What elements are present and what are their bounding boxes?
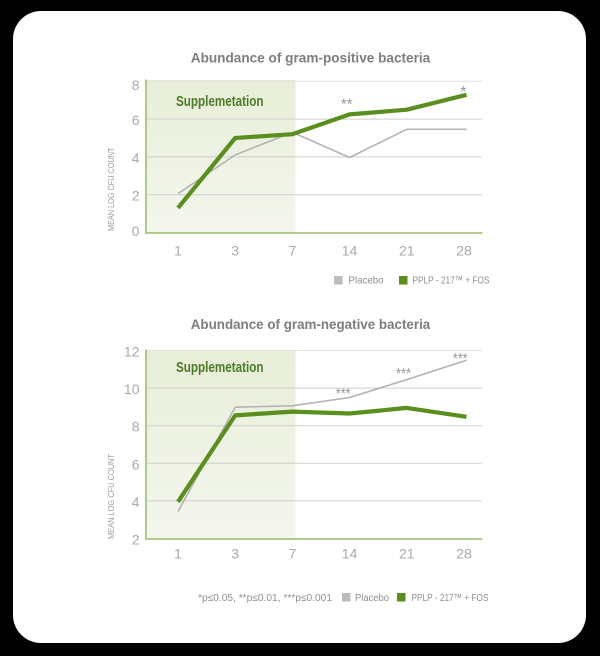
svg-text:7: 7 bbox=[289, 546, 297, 562]
svg-text:14: 14 bbox=[342, 243, 358, 259]
svg-text:***: *** bbox=[396, 366, 411, 383]
svg-text:***: *** bbox=[453, 351, 468, 368]
svg-text:21: 21 bbox=[399, 546, 415, 562]
svg-text:Abundance of gram-positive bac: Abundance of gram-positive bacteria bbox=[191, 50, 431, 66]
svg-text:PPLP - 217™ + FOS: PPLP - 217™ + FOS bbox=[413, 275, 490, 287]
svg-text:4: 4 bbox=[132, 150, 140, 166]
svg-text:Abundance of gram-negative bac: Abundance of gram-negative bacteria bbox=[191, 316, 431, 332]
svg-text:8: 8 bbox=[132, 419, 140, 435]
svg-text:6: 6 bbox=[132, 456, 140, 472]
svg-text:*: * bbox=[460, 84, 466, 101]
svg-text:1: 1 bbox=[174, 546, 182, 562]
svg-text:2: 2 bbox=[132, 188, 140, 204]
svg-text:Supplemetation: Supplemetation bbox=[176, 93, 264, 110]
svg-text:21: 21 bbox=[399, 243, 415, 259]
svg-text:6: 6 bbox=[132, 112, 140, 128]
svg-text:**: ** bbox=[341, 97, 353, 114]
svg-text:0: 0 bbox=[132, 223, 140, 239]
svg-text:28: 28 bbox=[456, 243, 472, 259]
svg-text:MEAN LOG CFU COUNT: MEAN LOG CFU COUNT bbox=[107, 454, 116, 539]
svg-text:3: 3 bbox=[231, 243, 239, 259]
svg-text:2: 2 bbox=[132, 532, 140, 548]
svg-text:Placebo: Placebo bbox=[349, 275, 384, 287]
svg-text:Supplemetation: Supplemetation bbox=[176, 359, 264, 376]
svg-text:14: 14 bbox=[342, 546, 358, 562]
svg-text:Placebo: Placebo bbox=[355, 592, 389, 604]
svg-text:PPLP - 217™ + FOS: PPLP - 217™ + FOS bbox=[412, 592, 489, 604]
svg-text:8: 8 bbox=[132, 77, 140, 93]
svg-text:*p≤0.05, **p≤0.01, ***p≤0.001: *p≤0.05, **p≤0.01, ***p≤0.001 bbox=[198, 593, 332, 604]
svg-text:12: 12 bbox=[124, 343, 140, 359]
svg-text:MEAN LOG CFU COUNT: MEAN LOG CFU COUNT bbox=[107, 147, 116, 231]
svg-text:10: 10 bbox=[124, 381, 140, 397]
svg-text:***: *** bbox=[336, 386, 351, 403]
svg-text:1: 1 bbox=[174, 243, 182, 259]
svg-text:28: 28 bbox=[456, 546, 472, 562]
svg-text:4: 4 bbox=[132, 494, 140, 510]
svg-text:3: 3 bbox=[231, 546, 239, 562]
svg-text:7: 7 bbox=[289, 243, 297, 259]
